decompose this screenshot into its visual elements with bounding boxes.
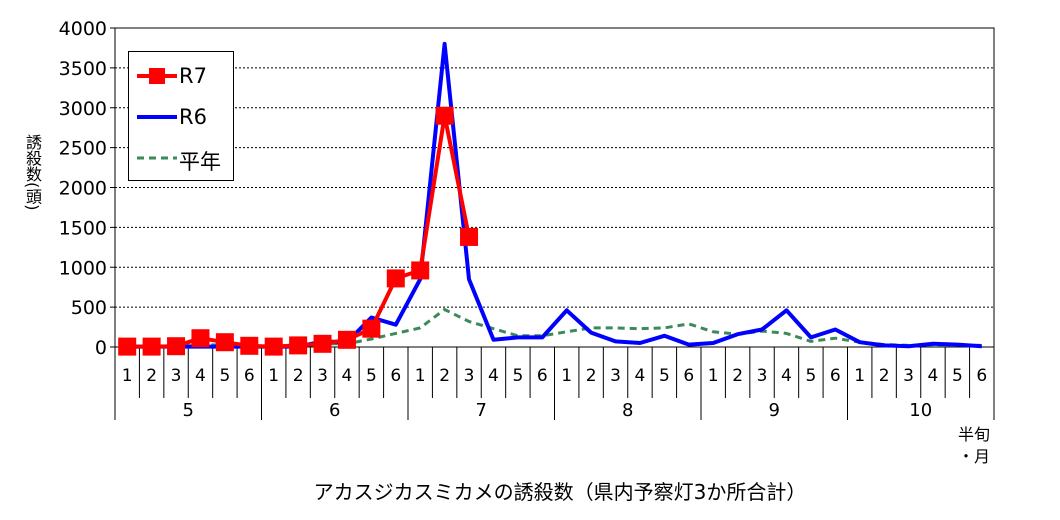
data-point-marker [435, 106, 454, 125]
x-tick-label-period: 6 [830, 366, 841, 386]
y-tick-label: 500 [71, 297, 107, 319]
data-point-marker [411, 261, 430, 280]
x-tick-label-period: 4 [342, 366, 353, 386]
y-tick-label: 0 [95, 337, 107, 359]
legend-label-r6: R6 [179, 105, 207, 129]
x-tick-label-period: 1 [268, 366, 279, 386]
y-tick-label: 1500 [59, 217, 107, 239]
x-tick-label-period: 2 [732, 366, 743, 386]
data-point-marker [313, 334, 332, 353]
legend-swatch-r6 [137, 115, 177, 119]
x-tick-label-period: 6 [537, 366, 548, 386]
y-tick-label: 3000 [59, 98, 107, 120]
x-tick-label-period: 6 [244, 366, 255, 386]
data-point-marker [264, 337, 283, 356]
x-tick-label-period: 5 [659, 366, 670, 386]
x-tick-label-period: 1 [708, 366, 719, 386]
x-tick-label-period: 1 [415, 366, 426, 386]
y-tick-label: 2500 [59, 138, 107, 160]
x-tick-label-period: 2 [293, 366, 304, 386]
x-tick-label-month: 5 [183, 400, 194, 421]
x-tick-label-period: 4 [781, 366, 792, 386]
x-tick-label-period: 5 [512, 366, 523, 386]
data-point-marker [215, 333, 234, 352]
legend-label-r7: R7 [179, 64, 207, 88]
x-tick-label-period: 3 [757, 366, 768, 386]
plot-area-border [114, 27, 995, 348]
data-point-marker [460, 227, 479, 246]
x-tick-label-period: 2 [586, 366, 597, 386]
x-tick-label-period: 5 [805, 366, 816, 386]
series-line [127, 41, 982, 349]
legend: R7 R6 平年 [128, 51, 234, 181]
data-point-marker [167, 337, 186, 356]
x-tick-label-period: 2 [146, 366, 157, 386]
x-tick-label-period: 2 [439, 366, 450, 386]
x-tick-label-period: 3 [171, 366, 182, 386]
x-tick-label-period: 3 [610, 366, 621, 386]
y-tick-label: 3500 [59, 58, 107, 80]
x-tick-label-period: 4 [195, 366, 206, 386]
grid-lines [110, 27, 995, 348]
x-tick-label-period: 3 [317, 366, 328, 386]
x-tick-label-period: 4 [635, 366, 646, 386]
x-tick-label-month: 9 [769, 400, 780, 421]
legend-swatch-r7 [137, 68, 177, 84]
legend-item-r6: R6 [129, 99, 233, 135]
data-point-marker [142, 337, 161, 356]
x-tick-label-period: 5 [366, 366, 377, 386]
x-tick-label-period: 1 [854, 366, 865, 386]
data-point-marker [337, 330, 356, 349]
x-tick-label-period: 1 [561, 366, 572, 386]
y-tick-label: 4000 [59, 18, 107, 40]
data-point-marker [118, 337, 137, 356]
series-r6 [127, 41, 982, 349]
x-axis-corner-label-period: 半旬 [957, 425, 990, 444]
x-tick-label-period: 5 [952, 366, 963, 386]
chart-caption: アカスジカスミカメの誘殺数（県内予察灯3か所合計） [313, 480, 807, 504]
series-r7 [118, 106, 479, 356]
x-tick-label-period: 6 [683, 366, 694, 386]
x-axis-table: 1 2 3 4 5 6 1 2 3 4 5 6 1 2 3 4 5 6 1 2 3 4 5 6 1 2 3 4 5 6 1 2 3 4 5 65 6 7 8… [114, 346, 995, 421]
data-point-marker [191, 329, 210, 348]
x-tick-label-period: 1 [122, 366, 133, 386]
x-tick-label-period: 2 [879, 366, 890, 386]
legend-item-normal: 平年 [129, 140, 233, 176]
legend-swatch-normal [137, 156, 177, 160]
x-tick-label-month: 10 [909, 400, 932, 421]
data-point-marker [386, 269, 405, 288]
y-tick-label: 1000 [59, 257, 107, 279]
data-point-marker [289, 336, 308, 355]
x-tick-label-period: 6 [390, 366, 401, 386]
series-lines [118, 41, 982, 356]
x-axis-corner-label: 半旬 ・月 [926, 424, 990, 468]
x-tick-label-period: 5 [219, 366, 230, 386]
x-axis-corner-label-month: ・月 [957, 447, 990, 466]
x-tick-label-month: 7 [476, 400, 487, 421]
data-point-marker [362, 319, 381, 338]
y-tick-label: 2000 [59, 178, 107, 200]
x-tick-label-period: 4 [488, 366, 499, 386]
data-point-marker [240, 336, 259, 355]
x-tick-label-month: 8 [622, 400, 633, 421]
x-tick-label-period: 3 [903, 366, 914, 386]
legend-item-r7: R7 [129, 58, 233, 94]
x-tick-label-month: 6 [329, 400, 340, 421]
y-tick-labels: 0 500 1000 1500 2000 2500 3000 3500 4000 [59, 18, 107, 359]
y-axis-label: 誘殺数(頭) [23, 134, 42, 211]
legend-label-normal: 平年 [179, 150, 221, 174]
x-tick-label-period: 3 [464, 366, 475, 386]
x-tick-label-period: 4 [928, 366, 939, 386]
x-tick-label-period: 6 [976, 366, 987, 386]
